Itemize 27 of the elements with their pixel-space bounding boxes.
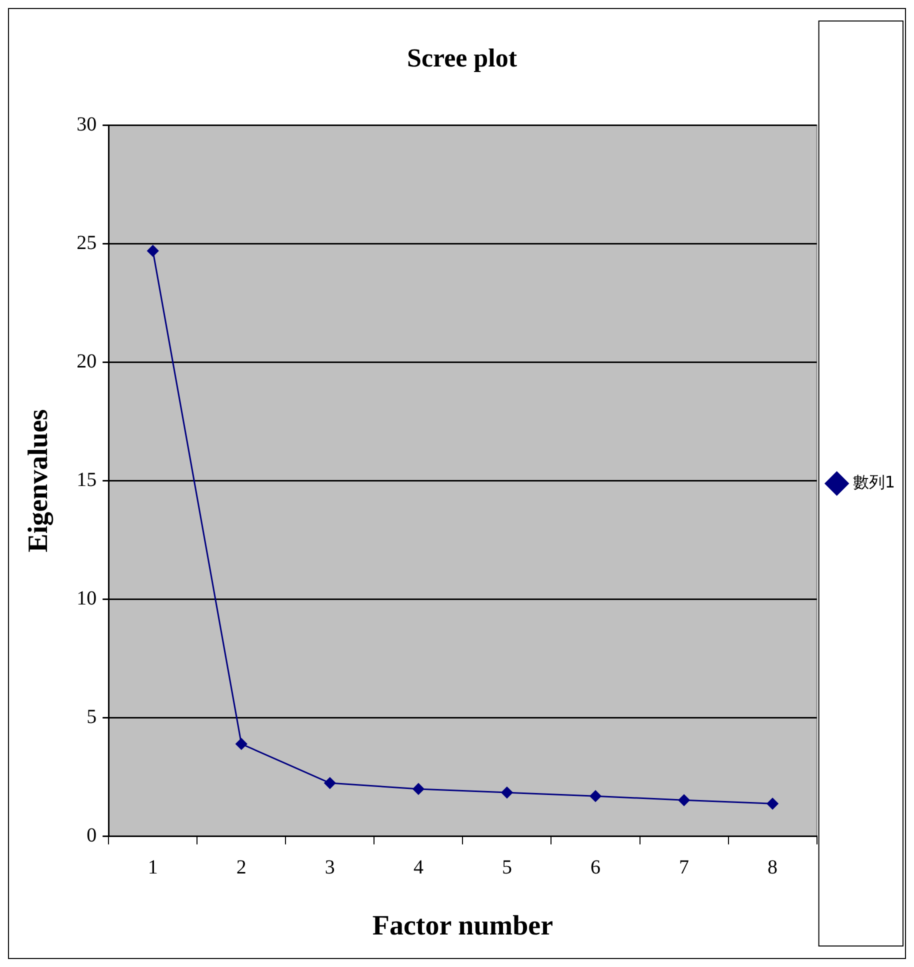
x-tick-label: 8 [768,856,778,879]
x-tick-label: 1 [148,856,158,879]
y-axis-title: Eigenvalues [23,409,54,552]
y-tick-label: 15 [76,469,97,492]
x-tick-label: 6 [590,856,600,879]
point [678,794,690,806]
y-tick-label: 30 [76,113,97,136]
x-tick-label: 7 [679,856,690,879]
point [412,783,424,795]
chart-title: Scree plot [407,43,518,72]
point [236,738,248,750]
point [590,790,602,802]
x-axis-title: Factor number [372,910,554,942]
x-tick-label: 4 [413,856,424,879]
point [324,777,336,789]
legend-label: 數列1 [852,472,896,492]
y-tick-label: 5 [86,706,97,728]
y-tick-label: 25 [76,232,97,254]
y-tick-label: 10 [76,588,97,610]
x-tick-label: 2 [236,856,246,879]
y-tick-label: 0 [86,824,97,847]
y-tick-label: 20 [76,350,97,373]
x-tick-label: 5 [502,856,512,879]
point [147,245,159,257]
point [501,786,513,798]
x-tick-label: 3 [324,856,335,879]
point [766,798,778,810]
